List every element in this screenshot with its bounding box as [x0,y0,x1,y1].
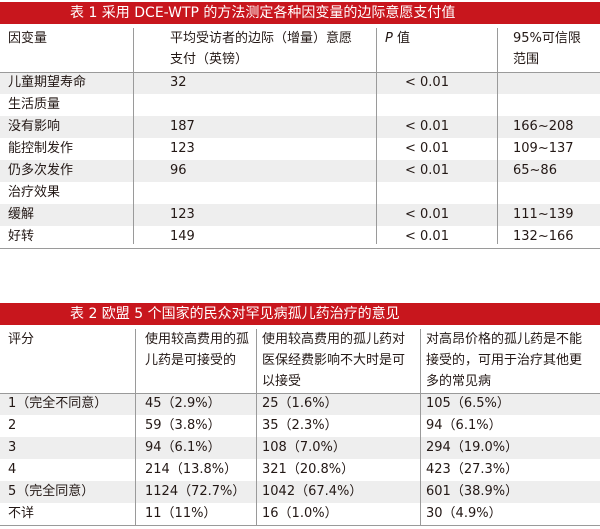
row-c: 105（6.5%） [426,396,510,411]
table-row: 4 214（13.8%） 321（20.8%） 423（27.3%） [0,459,600,481]
row-label: 好转 [8,229,35,244]
row-b: 1042（67.4%） [262,484,363,499]
table-row: 儿童期望寿命 32 < 0.01 [0,72,600,94]
table1: 因变量 平均受访者的边际（增量）意愿支付（英镑） P 值 95%可信限范围 儿童… [0,24,600,250]
table2: 评分 使用较高费用的孤儿药是可接受的 使用较高费用的孤儿药对医保经费影响不大时是… [0,325,600,529]
table-row: 2 59（3.8%） 35（2.3%） 94（6.1%） [0,415,600,437]
row-ci: 111~139 [513,207,574,222]
row-a: 11（11%） [145,506,217,521]
row-p: < 0.01 [405,163,449,178]
row-c: 30（4.9%） [426,506,502,521]
row-c: 601（38.9%） [426,484,519,499]
row-ci: 132~166 [513,229,574,244]
row-ci: 166~208 [513,119,574,134]
row-label: 生活质量 [8,97,61,112]
row-p: < 0.01 [405,75,449,90]
row-label: 儿童期望寿命 [8,75,87,90]
table2-header-unacceptable: 对高昂价格的孤儿药是不能接受的，可用于治疗其他更多的常见病 [426,332,583,389]
table1-header-row: 因变量 平均受访者的边际（增量）意愿支付（英镑） P 值 95%可信限范围 [0,24,600,72]
row-value: 96 [170,163,187,178]
column-divider [135,329,136,525]
table2-header-budget: 使用较高费用的孤儿药对医保经费影响不大时是可以接受 [262,332,406,389]
row-b: 25（1.6%） [262,396,338,411]
row-score: 5（完全同意） [8,484,95,499]
row-p: < 0.01 [405,207,449,222]
row-b: 16（1.0%） [262,506,338,521]
table-row: 1（完全不同意） 45（2.9%） 25（1.6%） 105（6.5%） [0,393,600,415]
table-row: 3 94（6.1%） 108（7.0%） 294（19.0%） [0,437,600,459]
row-score: 不详 [8,506,35,521]
table2-header-acceptable: 使用较高费用的孤儿药是可接受的 [145,332,250,368]
row-value: 32 [170,75,187,90]
row-a: 45（2.9%） [145,396,221,411]
table-row: 缓解 123 < 0.01 111~139 [0,204,600,226]
table1-header-wtp: 平均受访者的边际（增量）意愿支付（英镑） [170,31,353,67]
table2-header-row: 评分 使用较高费用的孤儿药是可接受的 使用较高费用的孤儿药对医保经费影响不大时是… [0,325,600,393]
row-p: < 0.01 [405,119,449,134]
column-divider [256,329,257,525]
row-a: 1124（72.7%） [145,484,246,499]
column-divider [420,329,421,525]
row-p: < 0.01 [405,229,449,244]
row-b: 35（2.3%） [262,418,338,433]
divider [0,525,600,526]
row-score: 3 [8,440,17,455]
row-ci: 109~137 [513,141,574,156]
table-row: 没有影响 187 < 0.01 166~208 [0,116,600,138]
row-score: 2 [8,418,17,433]
table2-title: 表 2 欧盟 5 个国家的民众对罕见病孤儿药治疗的意见 [0,303,600,325]
table1-title: 表 1 采用 DCE-WTP 的方法测定各种因变量的边际意愿支付值 [0,2,600,24]
row-value: 123 [170,207,195,222]
row-label: 能控制发作 [8,141,74,156]
table-row: 5（完全同意） 1124（72.7%） 1042（67.4%） 601（38.9… [0,481,600,503]
divider [0,393,600,394]
table1-header-variable: 因变量 [8,31,48,46]
divider [0,248,600,249]
row-ci: 65~86 [513,163,557,178]
column-divider [133,28,134,244]
table-row: 仍多次发作 96 < 0.01 65~86 [0,160,600,182]
row-score: 4 [8,462,17,477]
row-value: 187 [170,119,195,134]
column-divider [497,28,498,244]
p-symbol: P [385,31,393,46]
row-p: < 0.01 [405,141,449,156]
table-row: 治疗效果 [0,182,600,204]
row-a: 214（13.8%） [145,462,238,477]
row-c: 94（6.1%） [426,418,502,433]
table-row: 生活质量 [0,94,600,116]
row-a: 59（3.8%） [145,418,221,433]
row-label: 治疗效果 [8,185,61,200]
row-label: 仍多次发作 [8,163,74,178]
table2-header-score: 评分 [8,332,35,347]
divider [0,72,600,73]
row-label: 没有影响 [8,119,61,134]
row-label: 缓解 [8,207,35,222]
table1-header-ci: 95%可信限范围 [513,31,581,67]
row-c: 423（27.3%） [426,462,519,477]
row-b: 321（20.8%） [262,462,355,477]
row-score: 1（完全不同意） [8,396,108,411]
row-value: 149 [170,229,195,244]
row-c: 294（19.0%） [426,440,519,455]
row-a: 94（6.1%） [145,440,221,455]
table1-header-p: P 值 [385,28,410,72]
p-suffix: 值 [392,31,410,46]
row-b: 108（7.0%） [262,440,346,455]
table-row: 好转 149 < 0.01 132~166 [0,226,600,248]
table-row: 不详 11（11%） 16（1.0%） 30（4.9%） [0,503,600,525]
table-row: 能控制发作 123 < 0.01 109~137 [0,138,600,160]
row-value: 123 [170,141,195,156]
column-divider [376,28,377,244]
